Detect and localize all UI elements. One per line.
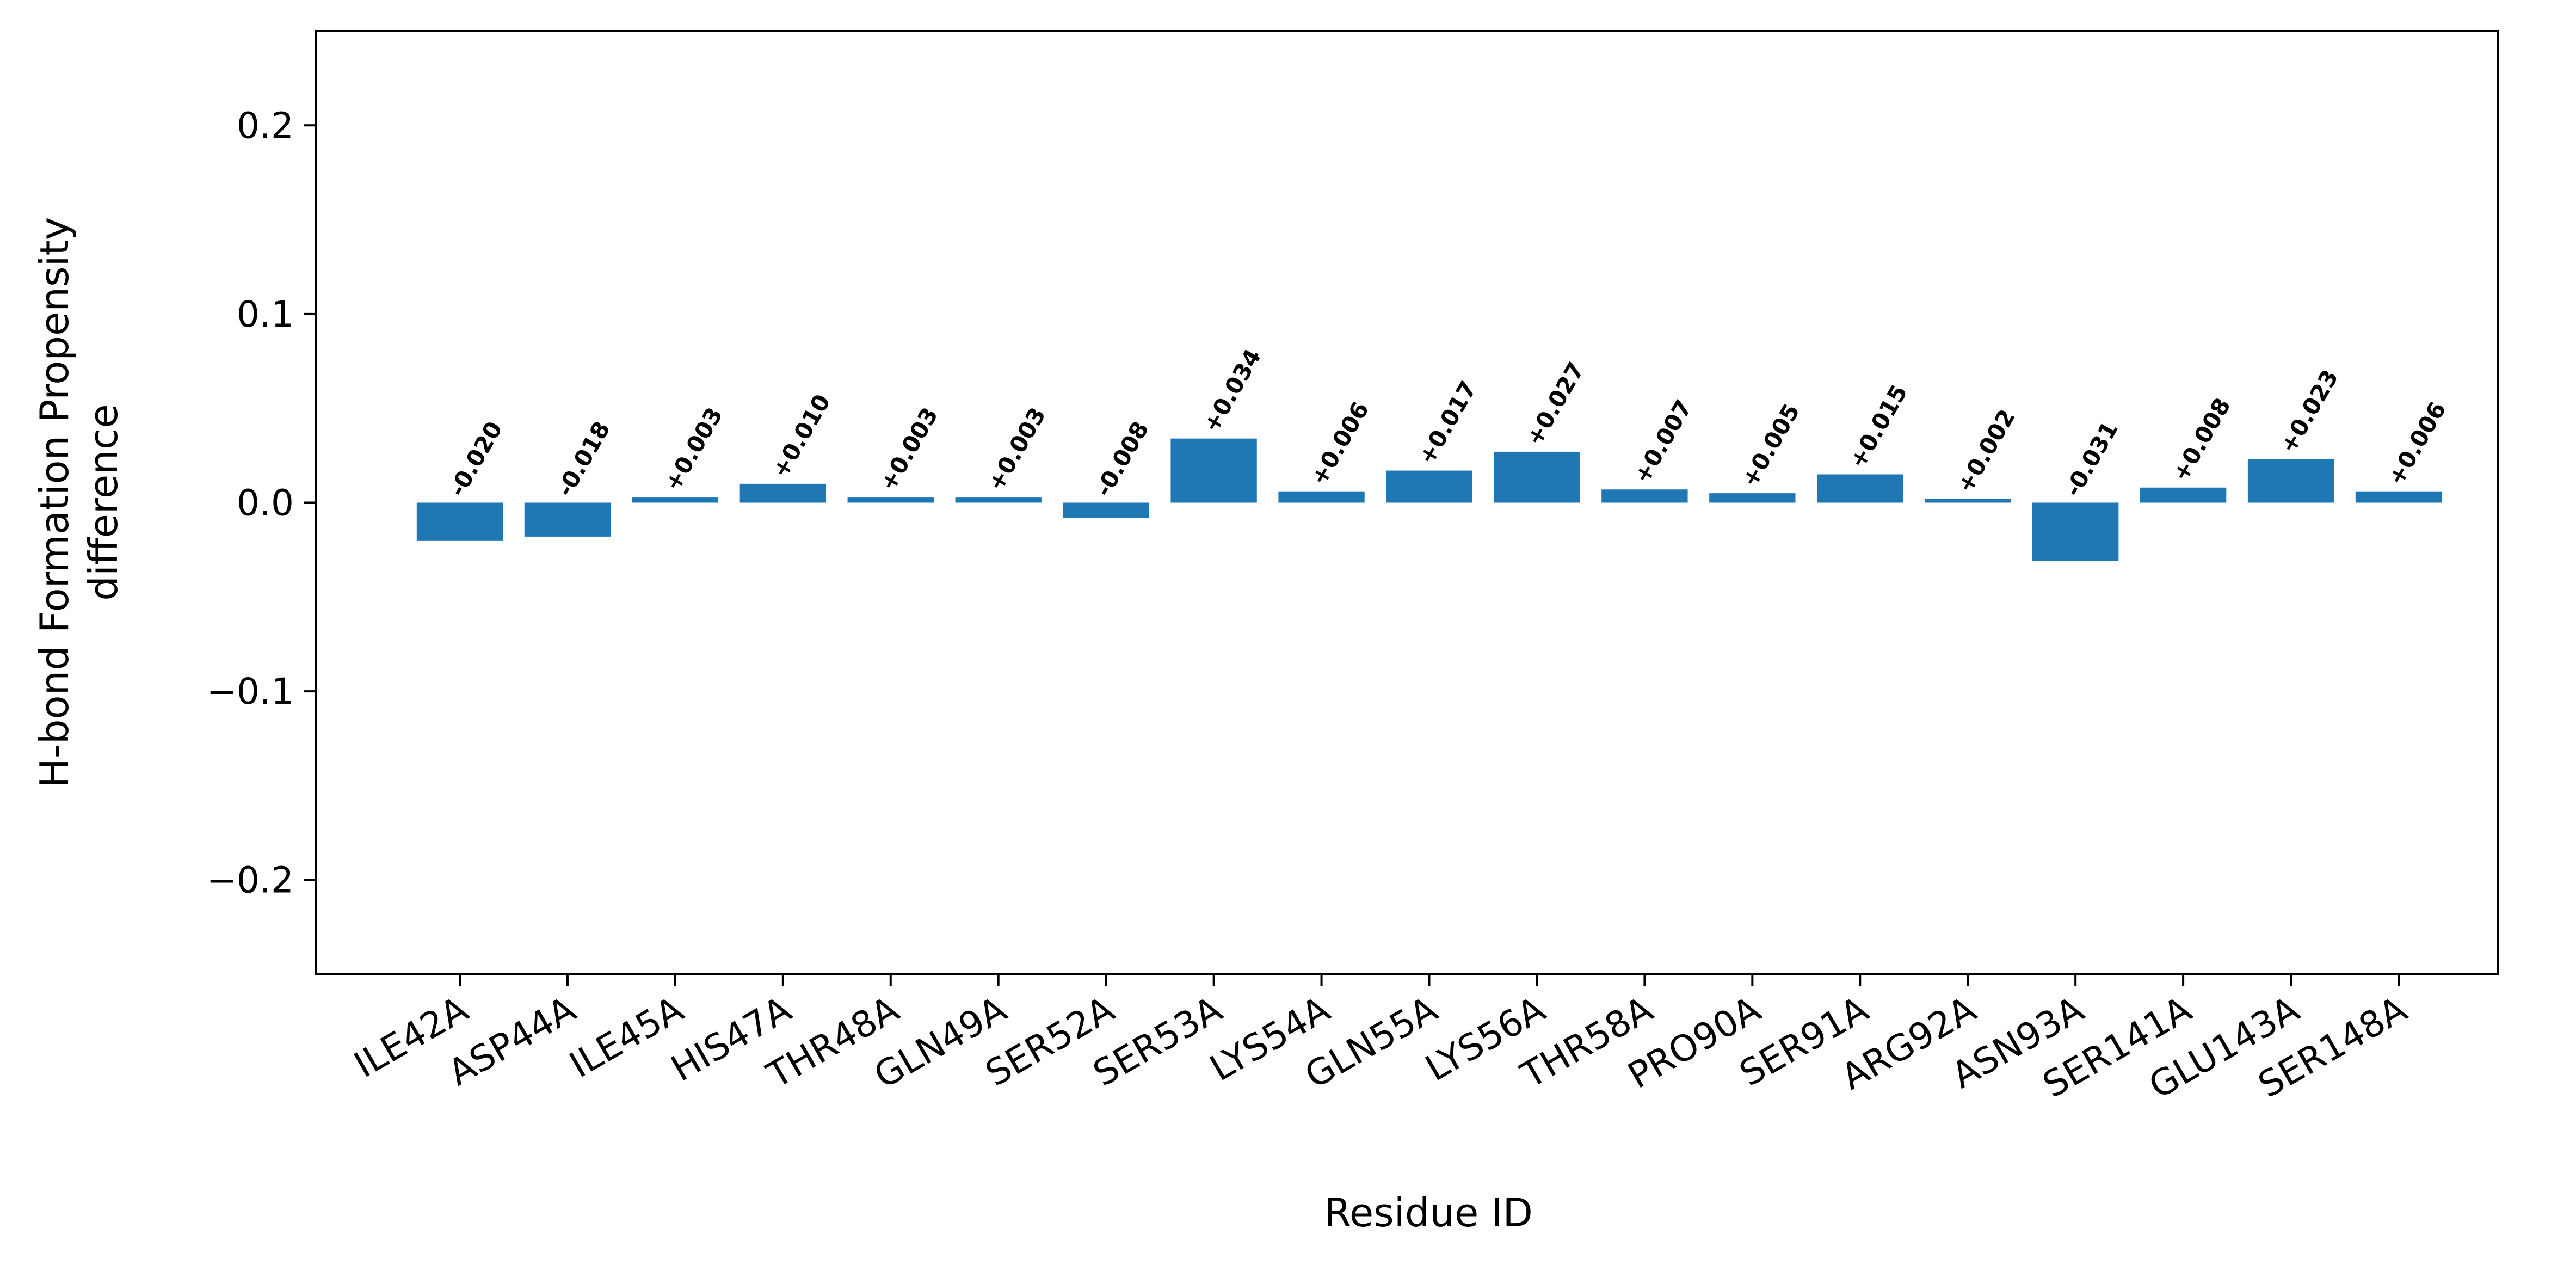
y-tick-label: 0.1 (237, 293, 294, 335)
y-tick-label: −0.2 (207, 859, 294, 901)
bars-group (416, 438, 2442, 561)
bar-gln49a (955, 497, 1042, 503)
y-tick-label: −0.1 (207, 671, 294, 713)
bar-ser53a (1170, 438, 1257, 503)
bar-asn93a (2032, 502, 2119, 561)
bar-thr48a (847, 497, 934, 503)
bar-lys56a (1494, 451, 1580, 503)
bar-pro90a (1709, 493, 1796, 503)
bar-ile45a (632, 497, 719, 503)
bar-ile42a (416, 502, 503, 541)
y-axis: −0.2 −0.1 0.0 0.1 0.2 (207, 105, 316, 901)
x-axis-label: Residue ID (1324, 1190, 1533, 1236)
bar-asp44a (524, 502, 611, 537)
y-tick-label: 0.0 (237, 482, 294, 524)
y-axis-label-line2: difference (81, 404, 126, 600)
x-axis: ILE42AASP44AILE45AHIS47ATHR48AGLN49ASER5… (347, 974, 2414, 1107)
bar-ser141a (2140, 487, 2227, 503)
x-tick-label: ILE45A (563, 988, 691, 1086)
bar-ser91a (1817, 474, 1903, 503)
bar-ser52a (1063, 502, 1149, 518)
bar-thr58a (1601, 489, 1688, 503)
plot-frame (315, 30, 2499, 975)
bar-gln55a (1386, 470, 1472, 503)
y-axis-label-line1: H-bond Formation Propensity (32, 217, 77, 788)
y-tick-label: 0.2 (237, 105, 294, 146)
bar-ser148a (2355, 491, 2442, 503)
bar-lys54a (1278, 491, 1365, 503)
bar-his47a (739, 483, 827, 503)
bar-glu143a (2247, 459, 2334, 503)
bar-arg92a (1925, 499, 2011, 503)
